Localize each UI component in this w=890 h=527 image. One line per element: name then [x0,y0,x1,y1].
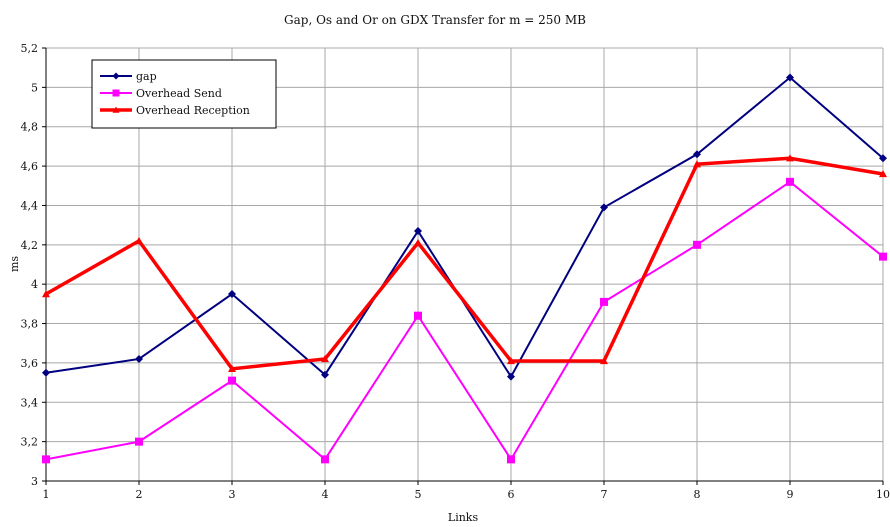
overhead-send-point [42,455,50,464]
y-axis-ticks: 3 3,2 3,4 3,6 3,8 4 4,2 4,4 4,6 4,8 5 5,2 [21,42,46,488]
overhead-reception-point [228,364,236,373]
legend-overhead-send-marker [112,89,120,97]
gap-point [879,154,887,163]
overhead-send-point [414,311,422,320]
axes [45,48,883,482]
y-tick-label: 5 [31,81,38,94]
chart-title: Gap, Os and Or on GDX Transfer for m = 2… [284,13,586,27]
y-tick-label: 3,4 [21,396,39,409]
overhead-send-point [507,455,515,464]
gap-point [321,370,329,379]
y-tick-label: 3,2 [21,436,39,449]
x-tick-label: 2 [136,488,143,501]
legend-overhead-reception-label: Overhead Reception [136,104,250,117]
gap-point [228,290,236,299]
y-tick-label: 3,8 [21,318,39,331]
x-axis-label: Links [448,511,479,524]
x-axis-ticks: 1 2 3 4 5 6 7 8 9 10 [43,481,890,501]
gap-point [786,73,794,82]
y-tick-label: 4 [31,278,38,291]
overhead-reception-point [135,236,143,245]
y-tick-label: 4,6 [21,160,39,173]
x-tick-label: 10 [876,488,890,501]
overhead-reception-point [42,290,50,298]
y-tick-label: 4,4 [21,199,39,212]
y-tick-label: 3,6 [21,357,39,370]
gap-point [414,227,422,236]
overhead-send-line [45,180,884,462]
overhead-send-point [135,437,143,446]
y-axis-label: ms [8,256,21,272]
overhead-reception-line [45,156,884,371]
legend-gap-marker [112,72,120,80]
y-tick-label: 4,2 [21,239,39,252]
overhead-reception-point [321,354,329,363]
overhead-send-point [321,455,329,464]
overhead-reception-point [600,356,608,365]
overhead-reception-point [693,160,701,168]
x-tick-label: 6 [508,488,515,501]
overhead-reception-point [414,238,422,247]
overhead-reception-point [786,154,794,162]
legend-overhead-send-label: Overhead Send [136,87,222,100]
legend-gap-label: gap [136,70,157,83]
overhead-reception-point [507,356,515,365]
series-group [42,73,887,464]
legend: gap Overhead Send Overhead Reception [91,59,277,129]
x-tick-label: 7 [601,488,608,501]
x-tick-label: 8 [694,488,701,501]
overhead-send-point [228,376,236,385]
gap-point [42,368,50,377]
gap-point [693,150,701,159]
gap-point [600,203,608,212]
gap-point [135,354,143,363]
x-tick-label: 1 [43,488,50,501]
x-tick-label: 3 [229,488,236,501]
x-tick-label: 4 [322,488,329,501]
overhead-reception-point [879,169,887,178]
x-tick-label: 9 [787,488,794,501]
overhead-send-point [600,297,608,306]
y-tick-label: 4,8 [21,121,39,134]
y-tick-label: 5,2 [21,42,39,55]
overhead-send-point [786,177,794,186]
overhead-send-point [879,252,887,261]
overhead-send-point [693,240,701,249]
gap-point [507,372,515,381]
y-tick-label: 3 [31,475,38,488]
x-tick-label: 5 [415,488,422,501]
legend-overhead-reception-marker [112,106,120,113]
